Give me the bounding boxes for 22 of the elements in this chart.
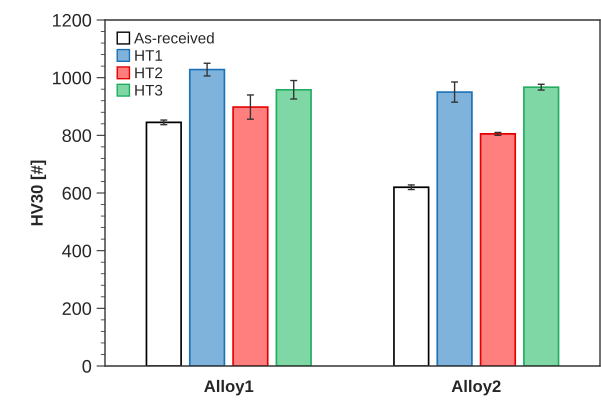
- bar: [188, 68, 226, 366]
- legend-label: HT3: [135, 84, 162, 96]
- y-tick-label: 1200: [53, 14, 92, 27]
- bar: [146, 122, 182, 366]
- x-tick-label: Alloy1: [204, 380, 254, 396]
- x-tick-label: Alloy2: [452, 380, 501, 396]
- bar: [480, 133, 516, 366]
- bar: [436, 91, 473, 366]
- y-tick-label: 0: [82, 360, 92, 373]
- y-tick-label: 800: [62, 129, 92, 142]
- bar: [523, 86, 560, 366]
- bar: [276, 88, 312, 366]
- y-tick-label: 600: [62, 186, 92, 200]
- bar: [393, 186, 430, 366]
- y-tick-label: 200: [62, 302, 92, 316]
- legend-label: HT2: [135, 67, 162, 78]
- y-axis-title: HV30 [#]: [30, 160, 46, 226]
- legend-label: HT1: [135, 50, 162, 61]
- y-tick-label: 400: [62, 244, 92, 258]
- y-tick-label: 1000: [53, 72, 92, 84]
- legend-label: As-received: [134, 32, 214, 44]
- bar: [232, 106, 269, 366]
